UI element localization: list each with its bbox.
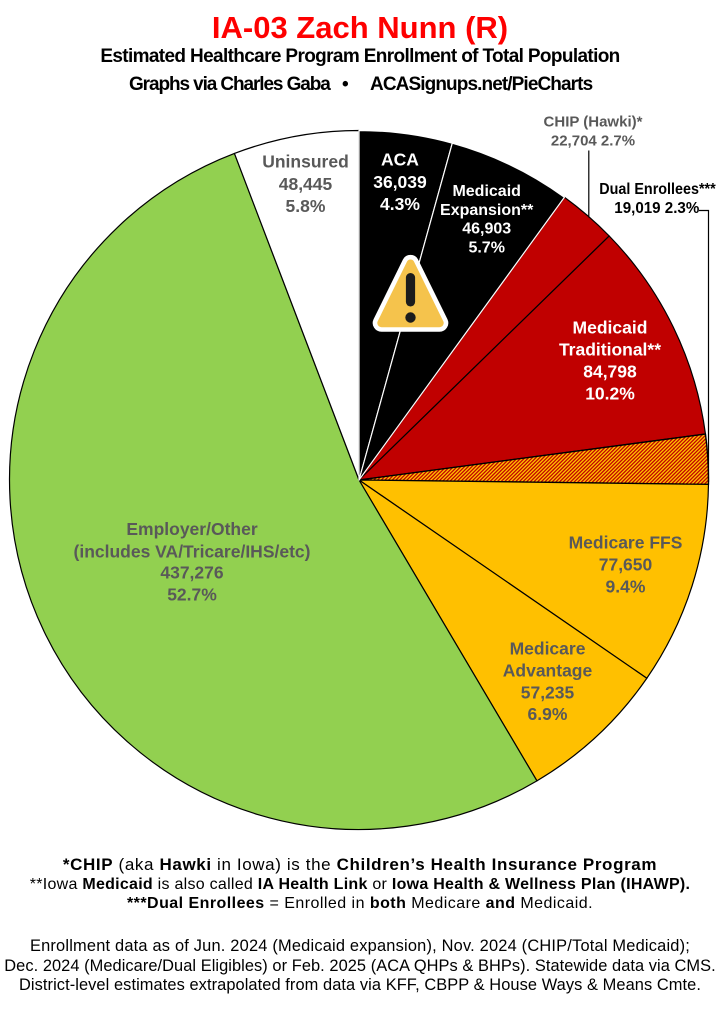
svg-text:19,019 2.3%: 19,019 2.3% [614, 200, 699, 217]
svg-text:6.9%: 6.9% [528, 704, 568, 724]
svg-text:Medicaid: Medicaid [573, 318, 648, 338]
svg-text:5.8%: 5.8% [286, 196, 326, 216]
svg-text:437,276: 437,276 [160, 563, 224, 583]
svg-text:Advantage: Advantage [503, 661, 593, 681]
svg-text:Uninsured: Uninsured [262, 152, 349, 172]
svg-text:52.7%: 52.7% [167, 585, 217, 605]
svg-text:4.3%: 4.3% [380, 194, 420, 214]
svg-text:Traditional**: Traditional** [559, 340, 661, 360]
svg-text:10.2%: 10.2% [585, 384, 635, 404]
svg-text:9.4%: 9.4% [606, 576, 646, 596]
svg-text:Medicare FFS: Medicare FFS [569, 532, 683, 552]
svg-text:Dual Enrollees***: Dual Enrollees*** [599, 181, 716, 198]
svg-text:57,235: 57,235 [521, 682, 575, 702]
svg-text:Employer/Other: Employer/Other [126, 519, 257, 539]
svg-text:36,039: 36,039 [373, 172, 427, 192]
svg-text:Medicaid: Medicaid [452, 183, 520, 200]
svg-text:84,798: 84,798 [583, 362, 637, 382]
svg-text:Medicare: Medicare [510, 638, 586, 658]
svg-text:48,445: 48,445 [279, 174, 333, 194]
svg-text:46,903: 46,903 [462, 221, 511, 238]
svg-text:5.7%: 5.7% [468, 239, 504, 256]
svg-text:77,650: 77,650 [599, 555, 653, 575]
svg-text:(includes VA/Tricare/IHS/etc): (includes VA/Tricare/IHS/etc) [74, 541, 311, 561]
svg-text:Expansion**: Expansion** [440, 202, 534, 219]
svg-text:CHIP (Hawki)*: CHIP (Hawki)* [544, 113, 643, 130]
svg-text:ACA: ACA [381, 149, 419, 169]
svg-text:22,704 2.7%: 22,704 2.7% [551, 132, 635, 149]
